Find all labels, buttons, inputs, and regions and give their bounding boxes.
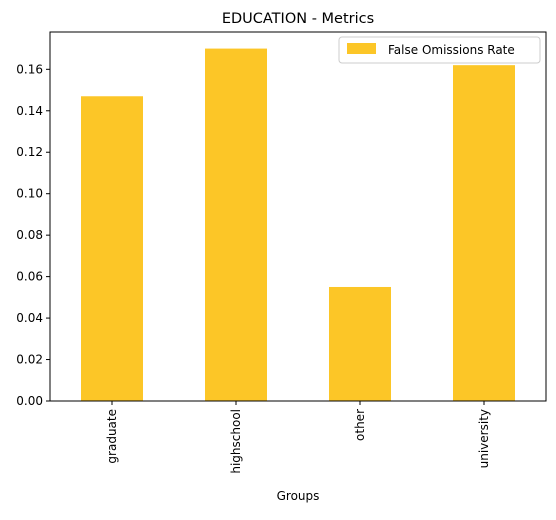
x-tick-label-graduate: graduate <box>105 409 119 464</box>
y-tick-label: 0.10 <box>16 187 43 201</box>
legend-swatch <box>347 43 376 54</box>
bar-highschool <box>205 48 267 401</box>
chart-title: EDUCATION - Metrics <box>222 11 374 27</box>
x-axis-label: Groups <box>277 489 320 503</box>
y-axis: 0.00 0.02 0.04 0.06 0.08 0.10 0.12 0.14 0.16 <box>16 62 50 408</box>
x-axis: graduate highschool other university <box>105 401 491 474</box>
bar-other <box>329 286 391 401</box>
x-tick-label-university: university <box>477 409 491 468</box>
y-tick-label: 0.14 <box>16 104 43 118</box>
legend-label: False Omissions Rate <box>388 43 515 57</box>
y-tick-label: 0.02 <box>16 353 43 367</box>
legend-box <box>338 36 541 64</box>
y-tick-label: 0.08 <box>16 228 43 242</box>
bar-graduate <box>81 96 143 401</box>
y-tick-label: 0.16 <box>16 62 43 76</box>
x-tick-label-other: other <box>353 409 367 441</box>
plot-frame <box>49 31 547 402</box>
y-tick-label: 0.12 <box>16 145 43 159</box>
y-tick-label: 0.04 <box>16 311 43 325</box>
x-tick-label-highschool: highschool <box>229 409 243 474</box>
legend: False Omissions Rate <box>338 36 541 64</box>
bars-layer <box>81 48 515 402</box>
y-tick-label: 0.06 <box>16 270 43 284</box>
bar-university <box>453 65 515 402</box>
y-tick-label: 0.00 <box>16 394 43 408</box>
